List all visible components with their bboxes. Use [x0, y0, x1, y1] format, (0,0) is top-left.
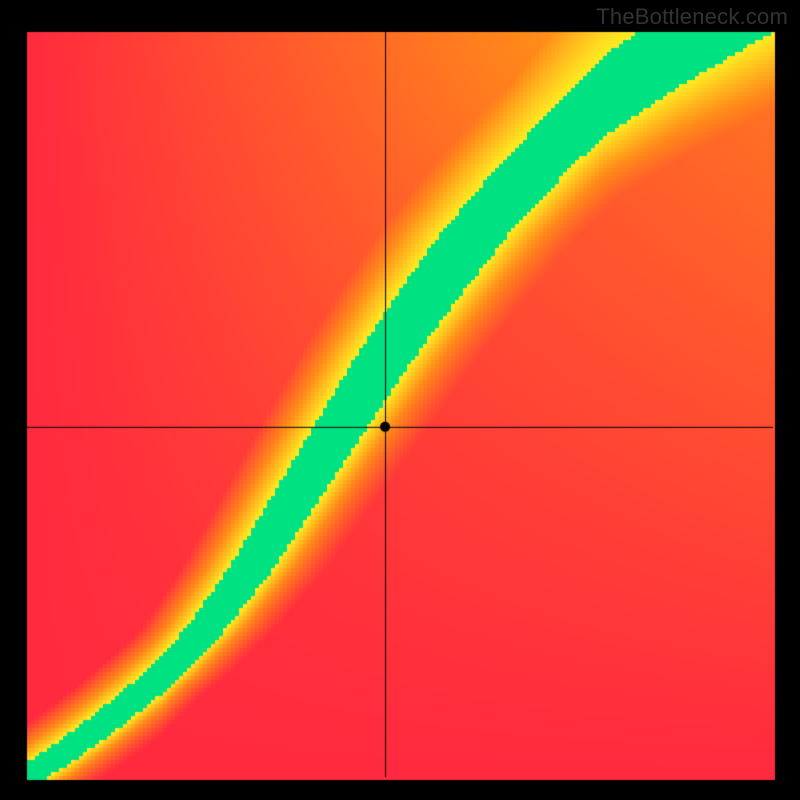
watermark-text: TheBottleneck.com — [596, 4, 788, 30]
bottleneck-heatmap — [0, 0, 800, 800]
